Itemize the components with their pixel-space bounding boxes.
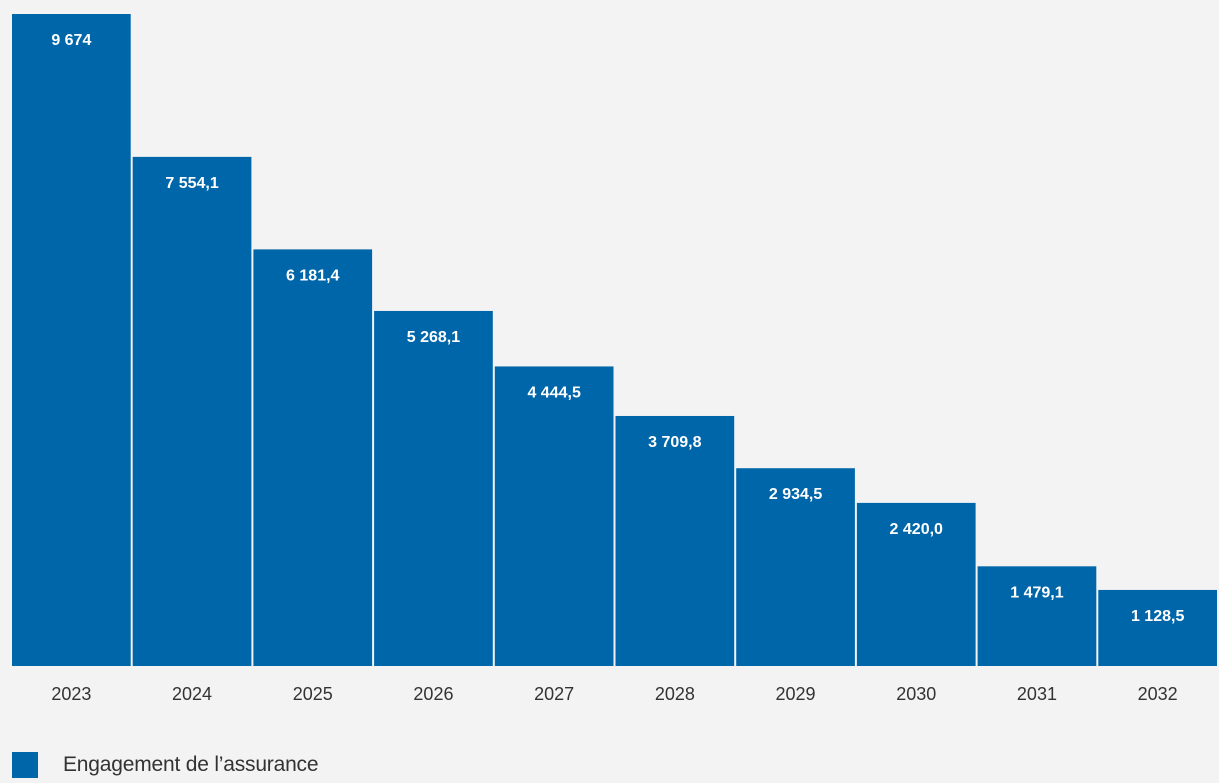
data-label-2024: 7 554,1 — [165, 175, 218, 192]
x-tick-label-2029: 2029 — [776, 684, 816, 704]
legend-swatch — [12, 752, 38, 778]
bar-2030 — [856, 502, 976, 666]
x-tick-label-2025: 2025 — [293, 684, 333, 704]
data-label-2023: 9 674 — [51, 32, 91, 49]
data-label-2025: 6 181,4 — [286, 267, 339, 284]
data-label-2030: 2 420,0 — [890, 521, 943, 538]
x-tick-label-2026: 2026 — [413, 684, 453, 704]
data-label-2029: 2 934,5 — [769, 486, 822, 503]
bar-2028 — [615, 415, 735, 666]
data-label-2031: 1 479,1 — [1010, 584, 1063, 601]
data-label-2027: 4 444,5 — [527, 384, 580, 401]
x-tick-label-2024: 2024 — [172, 684, 212, 704]
bar-2025 — [253, 249, 373, 666]
x-tick-label-2028: 2028 — [655, 684, 695, 704]
legend: Engagement de l’assurance — [12, 752, 319, 778]
bar-2027 — [494, 366, 614, 666]
bar-2029 — [736, 468, 855, 666]
data-label-2028: 3 709,8 — [648, 434, 701, 451]
x-tick-label-2032: 2032 — [1138, 684, 1178, 704]
data-label-2032: 1 128,5 — [1131, 608, 1184, 625]
x-tick-label-2030: 2030 — [896, 684, 936, 704]
x-tick-label-2031: 2031 — [1017, 684, 1057, 704]
bar-2031 — [977, 566, 1097, 666]
x-tick-label-2023: 2023 — [51, 684, 91, 704]
bar-2024 — [132, 156, 252, 666]
x-tick-label-2027: 2027 — [534, 684, 574, 704]
bar-2023 — [12, 14, 131, 666]
data-label-2026: 5 268,1 — [407, 329, 460, 346]
bar-2032 — [1098, 589, 1217, 666]
legend-label: Engagement de l’assurance — [63, 753, 319, 776]
bar-2026 — [374, 310, 493, 666]
